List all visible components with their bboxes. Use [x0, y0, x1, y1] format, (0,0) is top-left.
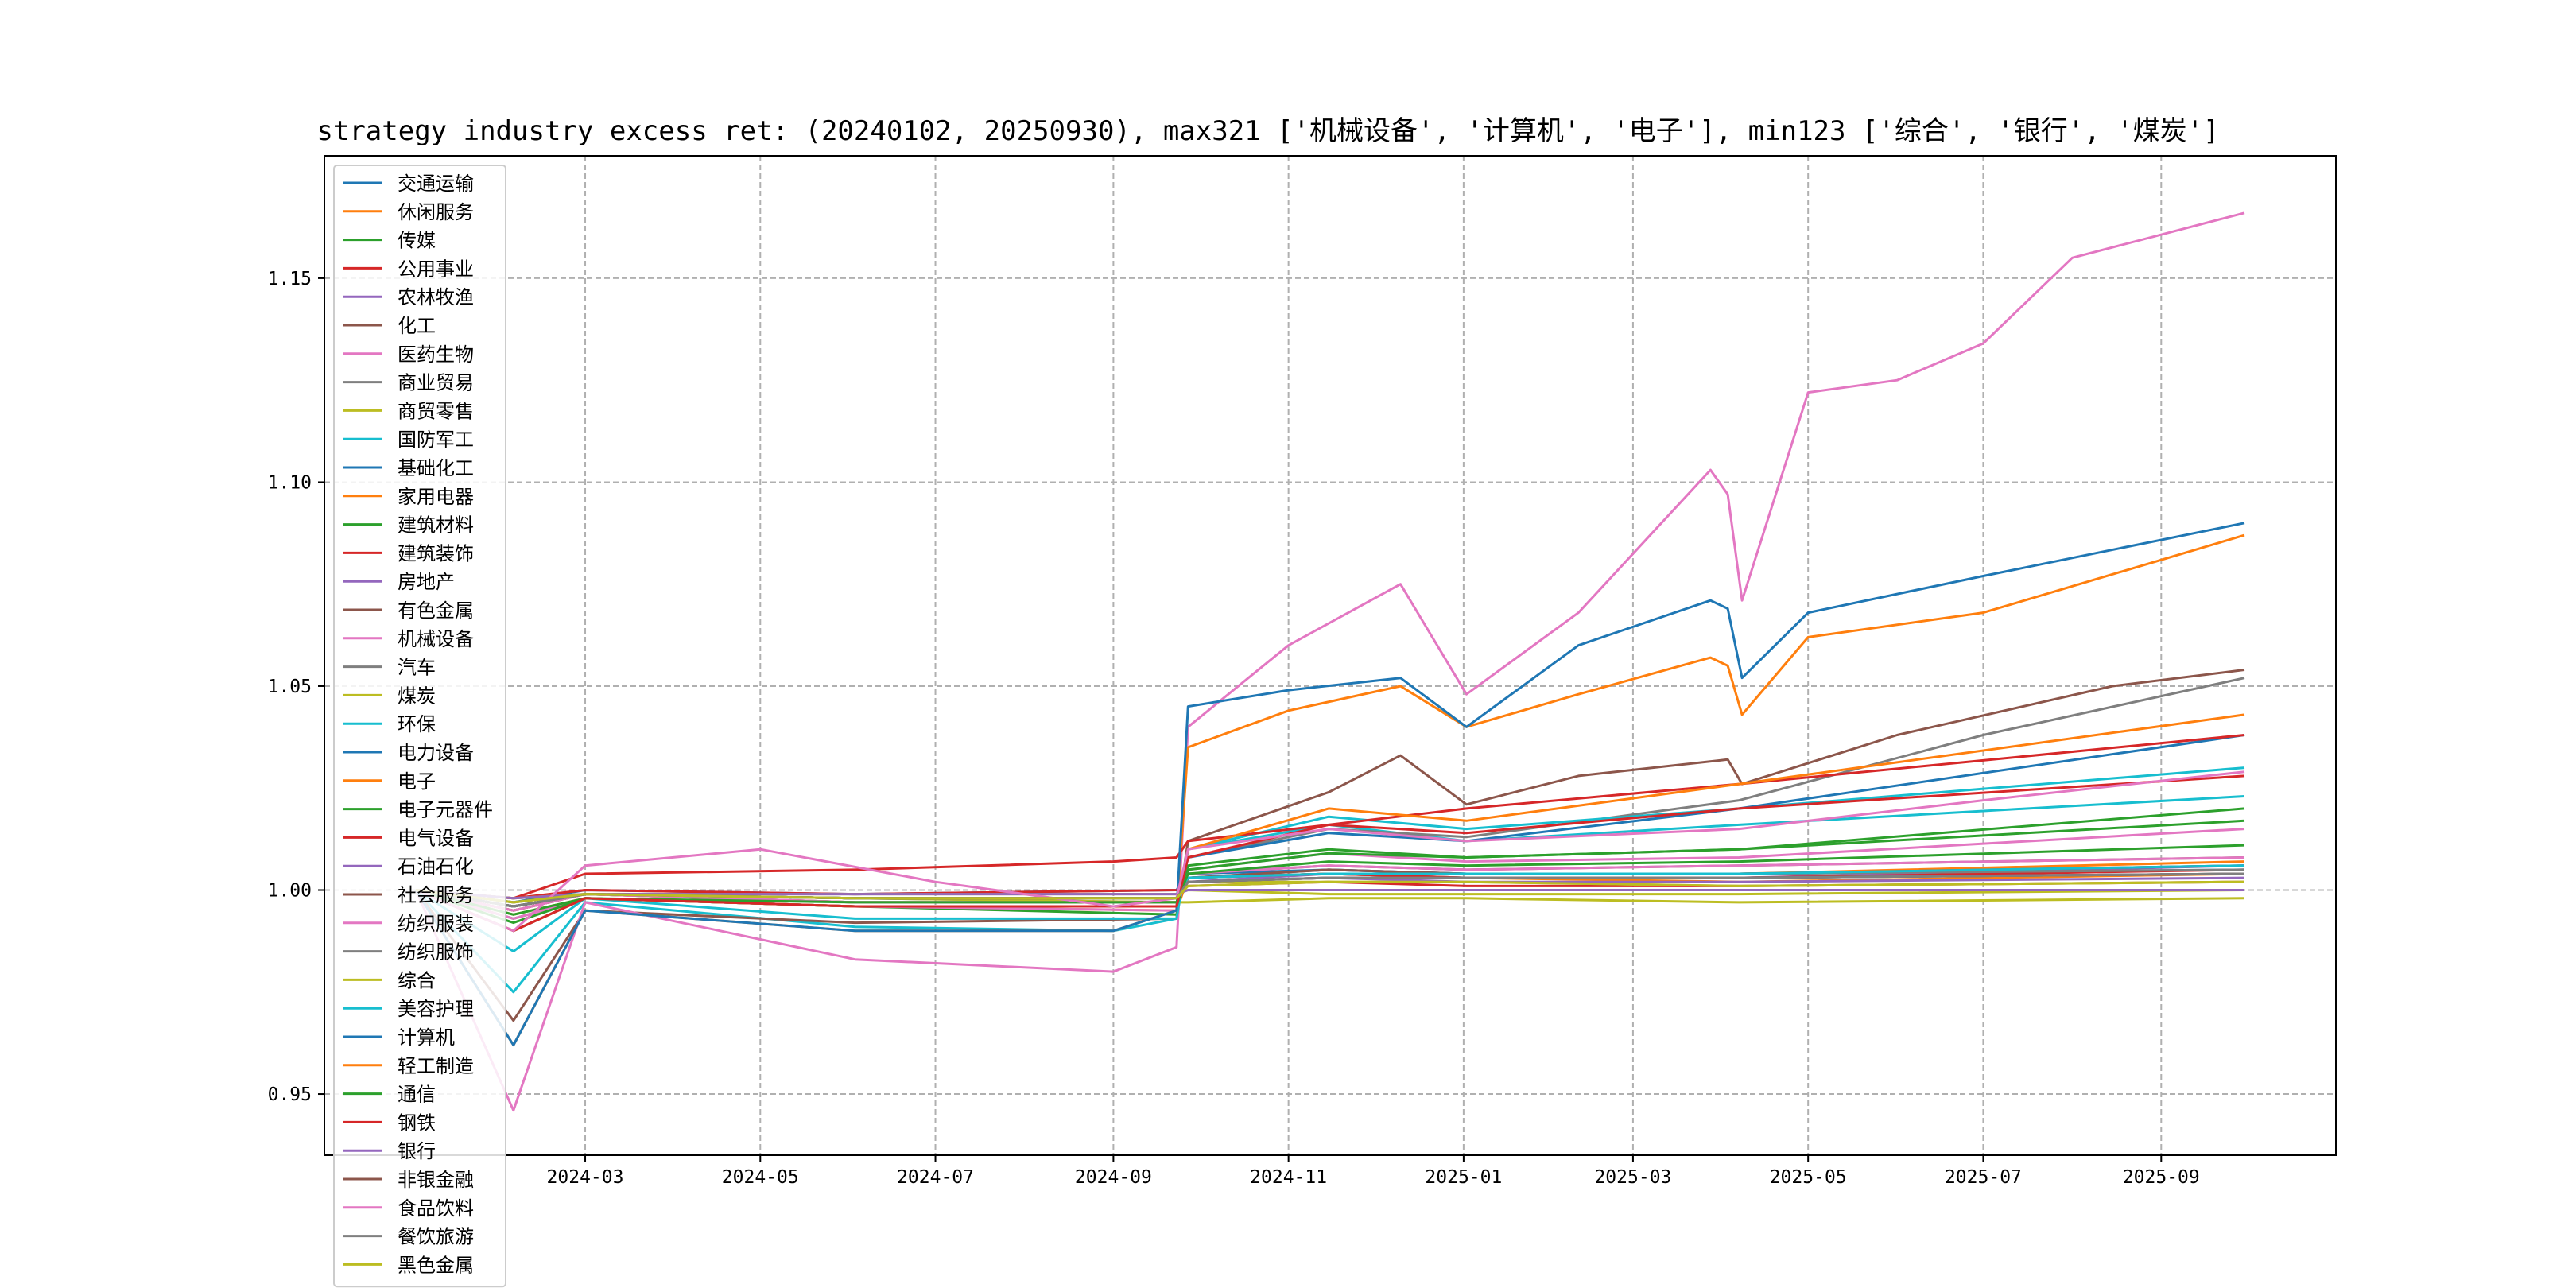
- legend-label: 石油石化: [398, 855, 474, 878]
- legend-label: 电气设备: [398, 827, 474, 849]
- legend-label: 电力设备: [398, 742, 474, 764]
- series-line-23: [415, 734, 2245, 900]
- series-line-16: [414, 211, 2245, 1112]
- legend-box: [333, 165, 506, 1288]
- x-tick-label: 2025-09: [2123, 1167, 2200, 1188]
- series-lines: [414, 211, 2245, 1112]
- legend-label: 医药生物: [398, 343, 474, 366]
- y-tick-label: 1.15: [268, 269, 312, 289]
- legend-label: 休闲服务: [398, 201, 474, 223]
- legend-label: 商业贸易: [398, 372, 474, 394]
- legend-label: 家用电器: [398, 486, 474, 508]
- legend-label: 纺织服饰: [398, 941, 474, 964]
- y-tick-label: 1.10: [268, 472, 312, 493]
- x-tick-label: 2024-03: [547, 1167, 624, 1188]
- y-tick-label: 1.05: [268, 677, 312, 697]
- legend-label: 钢铁: [398, 1111, 436, 1134]
- x-tick-label: 2025-07: [1945, 1167, 2022, 1188]
- x-tick-label: 2024-07: [897, 1167, 974, 1188]
- legend-label: 黑色金属: [398, 1254, 474, 1276]
- x-axis: 2024-03 2024-05 2024-07 2024-09 2024-11 2025-…: [547, 1155, 2200, 1188]
- legend-label: 银行: [398, 1140, 436, 1162]
- x-tick-label: 2024-05: [722, 1167, 799, 1188]
- legend-label: 公用事业: [398, 258, 474, 280]
- legend-label: 通信: [398, 1084, 436, 1106]
- x-tick-label: 2025-05: [1770, 1167, 1847, 1188]
- legend: 交通运输休闲服务传媒公用事业农林牧渔化工医药生物商业贸易商贸零售国防军工基础化工…: [333, 165, 506, 1288]
- legend-label: 煤炭: [398, 685, 436, 707]
- x-tick-label: 2024-11: [1250, 1167, 1327, 1188]
- legend-label: 电子: [398, 770, 436, 793]
- legend-label: 非银金融: [398, 1169, 474, 1191]
- series-line-33: [415, 774, 2245, 933]
- legend-label: 商贸零售: [398, 400, 474, 422]
- legend-label: 农林牧渔: [398, 286, 474, 308]
- series-line-37: [415, 872, 2245, 908]
- legend-label: 食品饮料: [398, 1197, 474, 1220]
- legend-label: 环保: [398, 713, 436, 735]
- legend-label: 传媒: [398, 230, 436, 252]
- legend-label: 房地产: [398, 571, 455, 593]
- legend-label: 电子元器件: [398, 799, 493, 821]
- series-line-15: [414, 669, 2245, 1022]
- x-tick-label: 2025-03: [1594, 1167, 1671, 1188]
- legend-label: 交通运输: [398, 173, 474, 195]
- series-line-30: [414, 522, 2245, 1046]
- x-tick-label: 2025-01: [1425, 1167, 1502, 1188]
- legend-label: 化工: [398, 315, 436, 337]
- legend-label: 机械设备: [398, 628, 474, 650]
- legend-label: 有色金属: [398, 599, 474, 622]
- y-tick-label: 1.00: [268, 881, 312, 902]
- legend-label: 餐饮旅游: [398, 1226, 474, 1248]
- series-line-38: [415, 880, 2245, 904]
- legend-label: 纺织服装: [398, 913, 474, 935]
- legend-label: 建筑装饰: [398, 542, 474, 564]
- legend-label: 基础化工: [398, 457, 474, 479]
- legend-label: 综合: [398, 969, 436, 991]
- legend-label: 建筑材料: [398, 514, 474, 537]
- legend-label: 美容护理: [398, 998, 474, 1020]
- x-tick-label: 2024-09: [1075, 1167, 1152, 1188]
- chart-title: strategy industry excess ret: (20240102,…: [316, 115, 2219, 147]
- y-tick-label: 0.95: [268, 1084, 312, 1105]
- legend-label: 社会服务: [398, 884, 474, 906]
- plot-frame: [324, 155, 2337, 1156]
- legend-label: 计算机: [398, 1026, 455, 1049]
- legend-label: 国防军工: [398, 429, 474, 451]
- legend-label: 汽车: [398, 657, 436, 679]
- legend-label: 轻工制造: [398, 1055, 474, 1077]
- y-axis: 0.95 1.00 1.05 1.10 1.15: [268, 269, 324, 1105]
